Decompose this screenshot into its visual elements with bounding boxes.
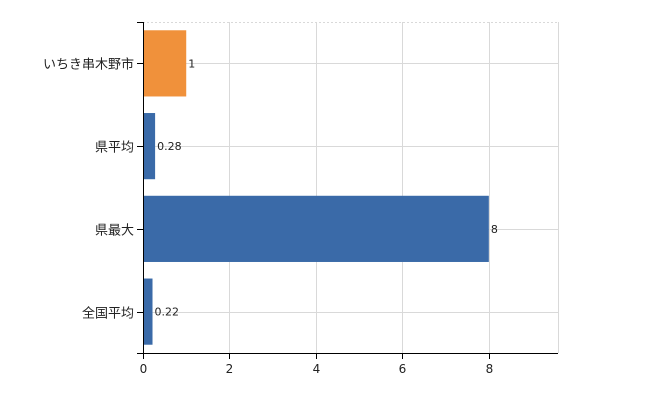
x-tick-label: 4 (313, 362, 321, 376)
bar (143, 113, 156, 180)
bar-data-label: 0.28 (157, 140, 182, 153)
bar (143, 195, 489, 262)
axis-layer (137, 22, 558, 359)
bar-data-label: 1 (188, 57, 195, 70)
bar-data-label: 0.22 (155, 306, 180, 319)
category-label: いちき串木野市 (43, 57, 134, 73)
x-tick-label: 2 (226, 362, 234, 376)
category-label: 県平均 (95, 141, 134, 156)
bar (143, 278, 153, 345)
grid-layer (143, 22, 559, 353)
bars-layer (143, 30, 489, 345)
x-tick-label: 8 (486, 362, 494, 376)
x-tick-label: 0 (140, 362, 148, 376)
category-label: 県最大 (95, 224, 134, 239)
x-tick-label: 6 (399, 362, 407, 376)
bar (143, 30, 187, 97)
category-label: 全国平均 (82, 306, 134, 322)
bar-data-label: 8 (491, 223, 498, 236)
